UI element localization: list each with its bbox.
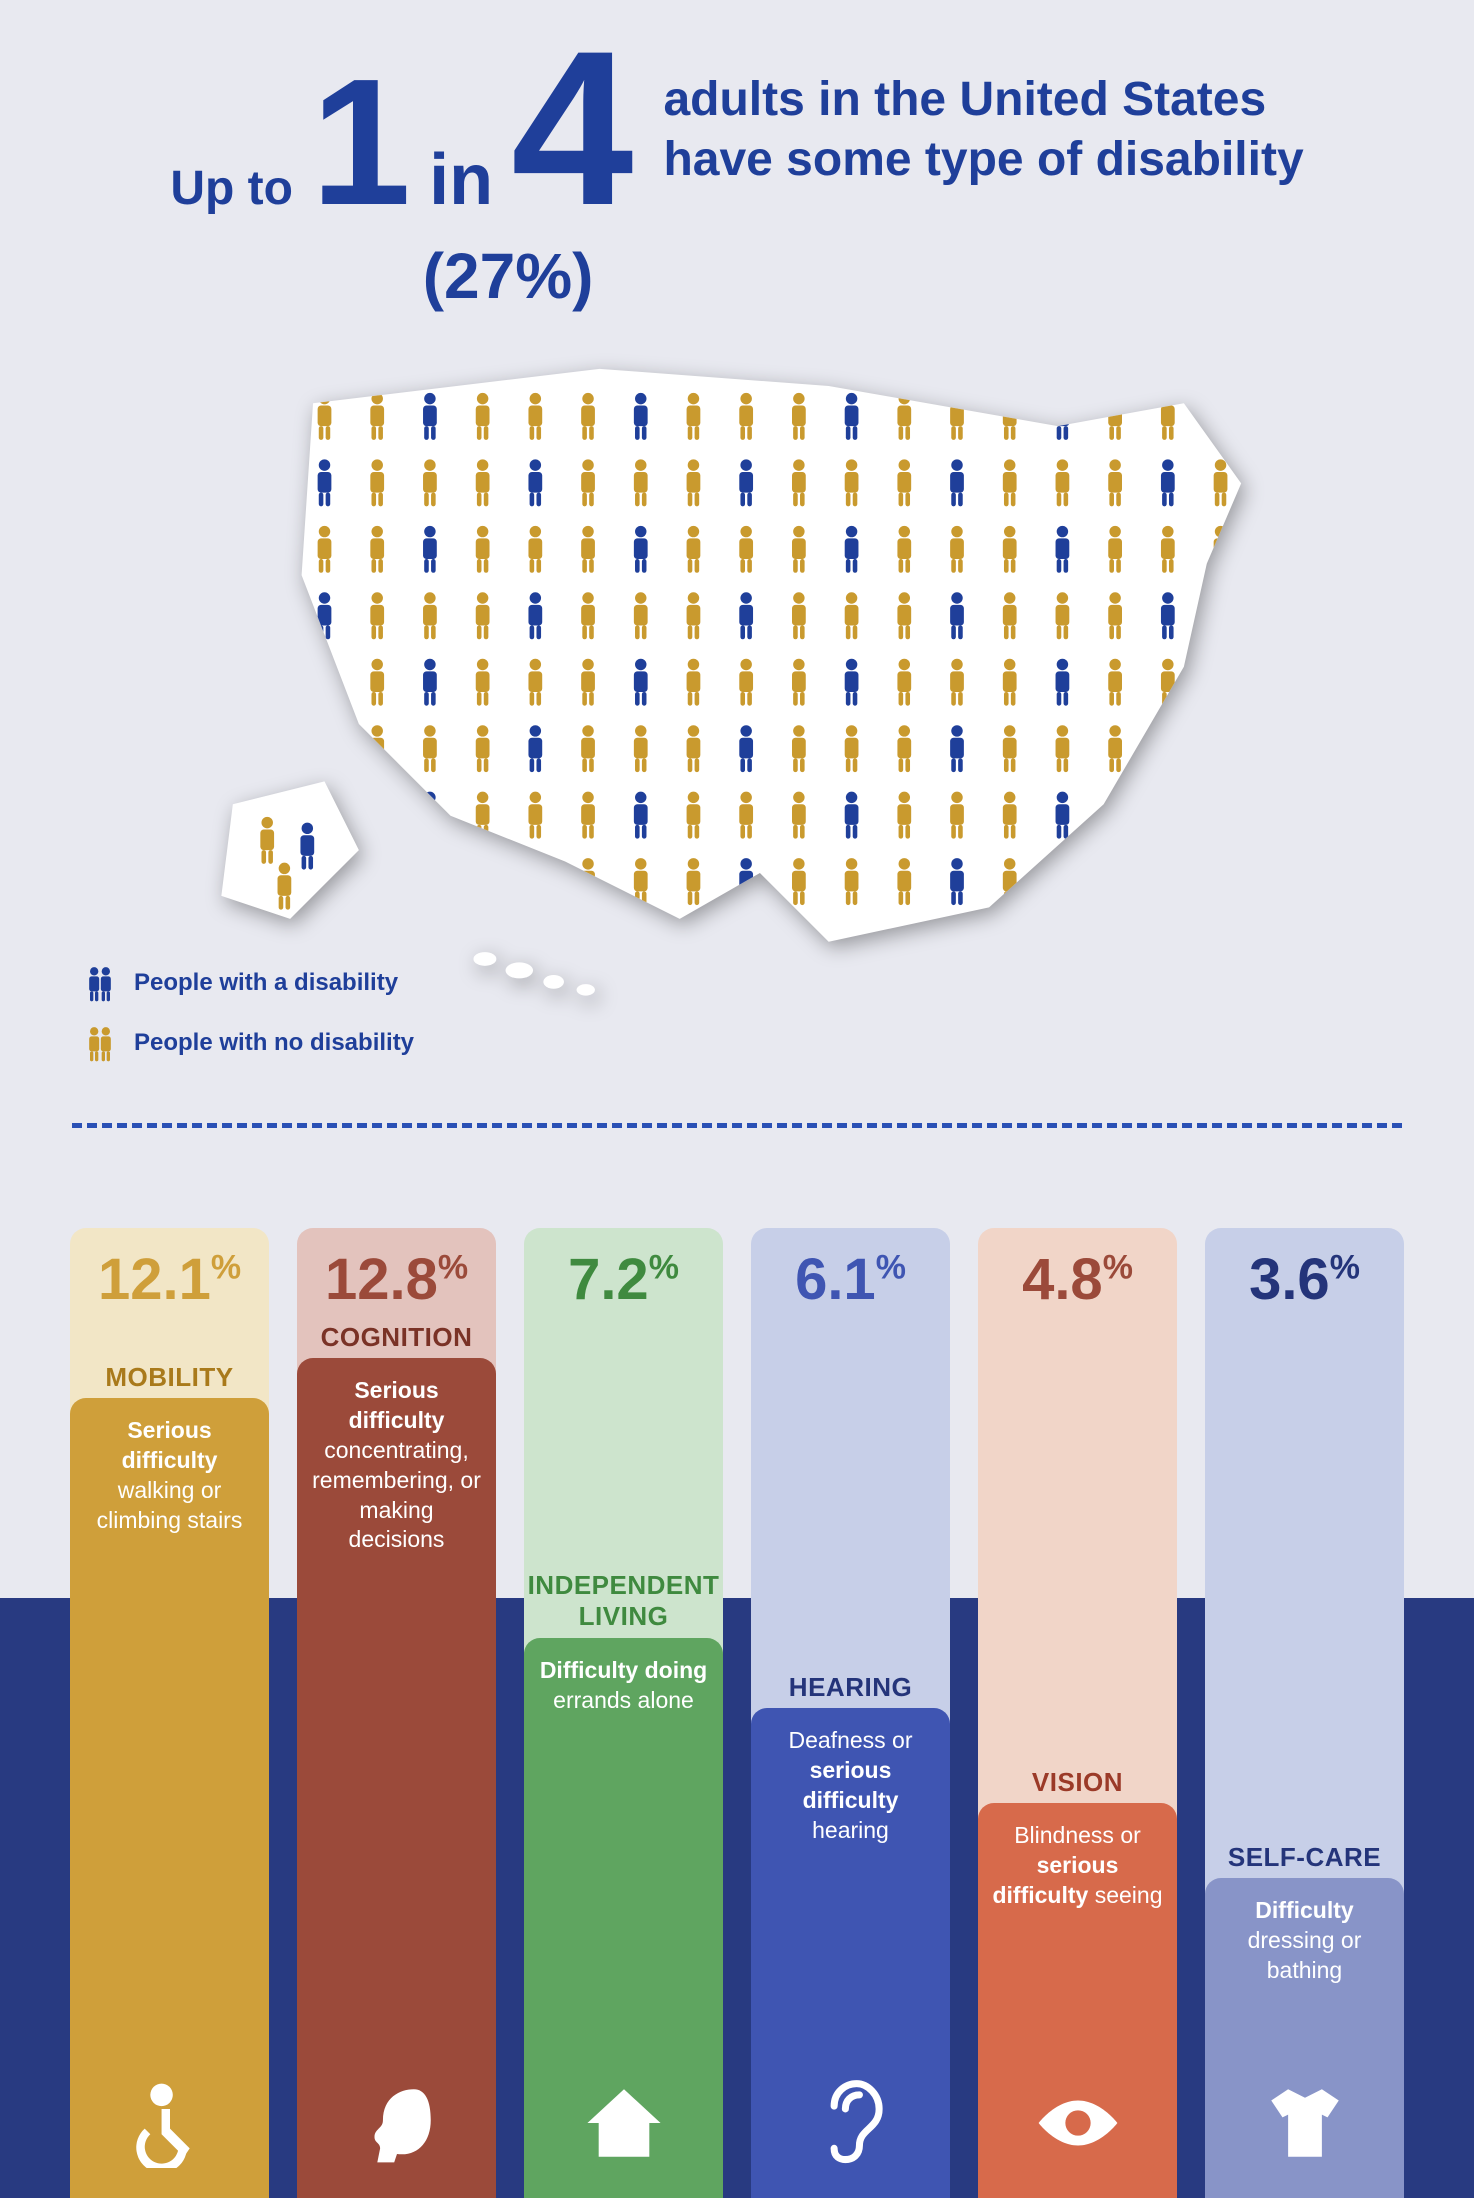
shirt-icon	[1205, 2078, 1404, 2168]
us-map-container: People with a disability People with no …	[0, 323, 1474, 1083]
bar-independent: 7.2% INDEPENDENT LIVINGDifficulty doing e…	[524, 1228, 723, 2198]
bar-title-cognition: COGNITION	[297, 1322, 496, 1353]
bar-desc-mobility: Serious difficulty walking or climbing s…	[70, 1398, 269, 1536]
section-divider	[72, 1123, 1402, 1128]
bar-desc-hearing: Deafness or serious difficulty hearing	[751, 1708, 950, 1846]
header-percent: (27%)	[170, 239, 633, 313]
bar-percent-independent: 7.2%	[568, 1228, 679, 1313]
header-stat: Up to 1 in 4	[170, 40, 633, 221]
legend-item-disability: People with a disability	[80, 963, 414, 1003]
wheelchair-icon	[70, 2078, 269, 2168]
bar-percent-hearing: 6.1%	[795, 1228, 906, 1313]
legend-item-no-disability: People with no disability	[80, 1023, 414, 1063]
us-outline	[302, 369, 1242, 942]
infographic-page: Up to 1 in 4 (27%) adults in the United …	[0, 0, 1474, 2198]
bar-inner-independent: INDEPENDENT LIVINGDifficulty doing erran…	[524, 1638, 723, 2198]
legend-label-disability: People with a disability	[134, 969, 398, 997]
bar-inner-selfcare: SELF-CAREDifficulty dressing or bathing	[1205, 1878, 1404, 2198]
bar-percent-vision: 4.8%	[1022, 1228, 1133, 1313]
bar-percent-mobility: 12.1%	[98, 1228, 241, 1313]
map-legend: People with a disability People with no …	[80, 963, 414, 1063]
brain-icon	[297, 2078, 496, 2168]
header-subtitle: adults in the United States have some ty…	[663, 40, 1303, 190]
bar-inner-hearing: HEARINGDeafness or serious difficulty he…	[751, 1708, 950, 2198]
header-big-four: 4	[511, 40, 633, 216]
bar-vision: 4.8%VISIONBlindness or serious difficult…	[978, 1228, 1177, 2198]
bar-percent-selfcare: 3.6%	[1249, 1228, 1360, 1313]
bar-desc-cognition: Serious difficulty concentrating, rememb…	[297, 1358, 496, 1555]
ear-icon	[751, 2078, 950, 2168]
house-icon	[524, 2078, 723, 2168]
bar-title-hearing: HEARING	[751, 1672, 950, 1703]
bar-inner-vision: VISIONBlindness or serious difficulty se…	[978, 1803, 1177, 2198]
bar-selfcare: 3.6%SELF-CAREDifficulty dressing or bath…	[1205, 1228, 1404, 2198]
bar-inner-mobility: MOBILITYSerious difficulty walking or cl…	[70, 1398, 269, 2198]
eye-icon	[978, 2078, 1177, 2168]
subtitle-line2: have some type of disability	[663, 130, 1303, 190]
bar-cognition: 12.8%COGNITIONSerious difficulty concent…	[297, 1228, 496, 2198]
header-big-one: 1	[311, 71, 411, 215]
subtitle-line1: adults in the United States	[663, 70, 1303, 130]
us-map	[187, 323, 1287, 1011]
bar-title-independent: INDEPENDENT LIVING	[524, 1570, 723, 1632]
header-left: Up to 1 in 4 (27%)	[170, 40, 633, 313]
person-pair-icon	[80, 1023, 120, 1063]
header: Up to 1 in 4 (27%) adults in the United …	[0, 0, 1474, 323]
bar-hearing: 6.1%HEARINGDeafness or serious difficult…	[751, 1228, 950, 2198]
bar-inner-cognition: COGNITIONSerious difficulty concentratin…	[297, 1358, 496, 2198]
person-pair-icon	[80, 963, 120, 1003]
bars-section: 12.1%MOBILITYSerious difficulty walking …	[0, 1168, 1474, 2198]
header-in: in	[429, 139, 493, 221]
bar-desc-selfcare: Difficulty dressing or bathing	[1205, 1878, 1404, 1986]
bar-desc-independent: Difficulty doing errands alone	[524, 1638, 723, 1716]
bars-container: 12.1%MOBILITYSerious difficulty walking …	[0, 1168, 1474, 2198]
bar-title-mobility: MOBILITY	[70, 1362, 269, 1393]
legend-label-no-disability: People with no disability	[134, 1029, 414, 1057]
bar-title-selfcare: SELF-CARE	[1205, 1842, 1404, 1873]
bar-mobility: 12.1%MOBILITYSerious difficulty walking …	[70, 1228, 269, 2198]
hawaii-outline	[473, 952, 594, 996]
bar-title-vision: VISION	[978, 1767, 1177, 1798]
header-upto: Up to	[170, 161, 293, 216]
bar-percent-cognition: 12.8%	[325, 1228, 468, 1313]
bar-desc-vision: Blindness or serious difficulty seeing	[978, 1803, 1177, 1911]
